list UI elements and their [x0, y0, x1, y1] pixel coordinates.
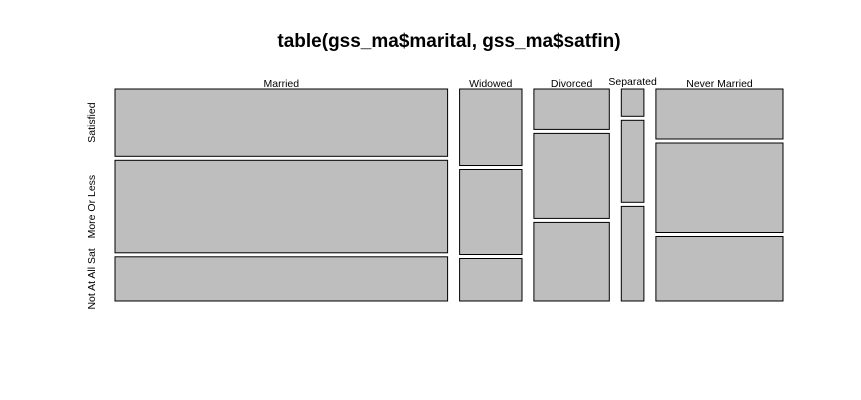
row-label-more-or-less: More Or Less: [86, 175, 98, 239]
column-labels: Married Widowed Divorced Separated Never Mar…: [264, 76, 753, 90]
tile-never-married-satisfied: [655, 88, 784, 140]
chart-title: table(gss_ma$marital, gss_ma$satfin): [277, 31, 620, 52]
row-label-not-at-all-sat: Not At All Sat: [86, 248, 98, 309]
tile-divorced-more-or-less: [533, 132, 610, 219]
mosaic-tiles: [114, 88, 784, 302]
tile-separated-more-or-less: [620, 119, 645, 203]
row-labels: Satisfied More Or Less Not At All Sat: [86, 102, 98, 309]
tile-separated-not-at-all-sat: [620, 205, 645, 302]
tile-widowed-not-at-all-sat: [459, 258, 523, 302]
tile-married-not-at-all-sat: [114, 256, 449, 302]
tile-widowed-satisfied: [459, 88, 523, 166]
tile-never-married-more-or-less: [655, 142, 784, 233]
tile-separated-satisfied: [620, 88, 645, 117]
tile-never-married-not-at-all-sat: [655, 236, 784, 302]
column-label-divorced: Divorced: [551, 78, 593, 90]
column-label-separated: Separated: [608, 76, 657, 88]
tile-widowed-more-or-less: [459, 169, 523, 255]
tile-married-more-or-less: [114, 159, 449, 254]
tile-divorced-not-at-all-sat: [533, 221, 610, 302]
row-label-satisfied: Satisfied: [86, 102, 98, 142]
column-label-widowed: Widowed: [469, 78, 512, 90]
tile-divorced-satisfied: [533, 88, 610, 130]
column-label-never-married: Never Married: [686, 78, 753, 90]
tile-married-satisfied: [114, 88, 449, 157]
column-label-married: Married: [264, 78, 300, 90]
